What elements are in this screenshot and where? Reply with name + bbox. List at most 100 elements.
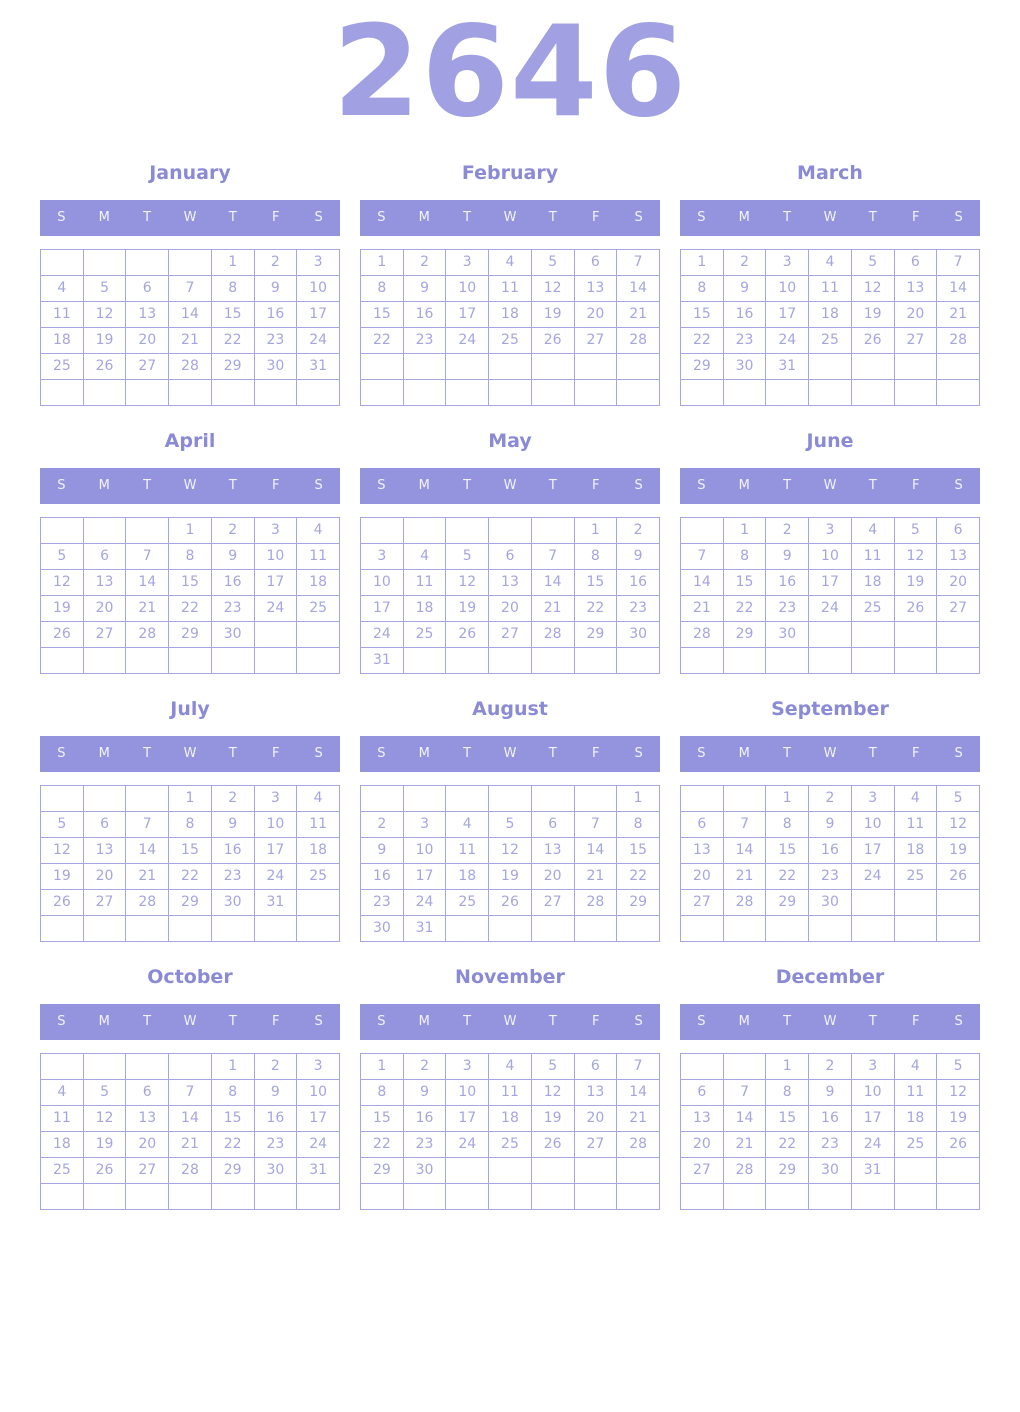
day-cell: 5 (936, 784, 980, 812)
day-cell: 19 (40, 862, 84, 890)
day-cell: 18 (893, 1104, 938, 1132)
day-cell: 10 (445, 1078, 490, 1106)
empty-day-cell (616, 378, 660, 406)
day-cell: 21 (616, 1104, 660, 1132)
day-cell: 15 (360, 300, 404, 328)
empty-day-cell (445, 914, 490, 942)
month-august: August S M T W T F S 1 2 3 4 5 6 7 8 9 10 11 12 13 14 15 16 17 18… (360, 689, 660, 942)
week-row: 24 25 26 27 28 29 30 (360, 620, 660, 648)
day-cell: 6 (488, 542, 532, 570)
week-row: 20 21 22 23 24 25 26 (680, 1130, 980, 1158)
weekday-label: W (503, 210, 517, 226)
month-title: March (797, 161, 863, 184)
day-cell: 22 (573, 594, 618, 622)
day-cell: 3 (850, 784, 895, 812)
weekday-label: W (183, 478, 197, 494)
day-cell: 24 (402, 888, 447, 916)
day-cell: 20 (573, 300, 618, 328)
day-cell: 30 (616, 620, 660, 648)
day-cell: 14 (936, 274, 980, 302)
day-cell: 2 (808, 784, 852, 812)
day-cell: 5 (936, 1052, 980, 1080)
day-cell: 28 (616, 326, 660, 354)
day-cell: 3 (765, 248, 810, 276)
day-cell: 23 (360, 888, 404, 916)
day-cell: 27 (125, 352, 170, 380)
day-cell: 10 (402, 836, 447, 864)
day-cell: 12 (40, 568, 84, 596)
day-cell: 21 (125, 594, 170, 622)
day-cell: 16 (765, 568, 810, 596)
day-cell: 18 (488, 300, 532, 328)
empty-day-cell (445, 784, 490, 812)
day-cell: 19 (445, 594, 490, 622)
week-row: 25 26 27 28 29 30 31 (40, 352, 340, 380)
empty-day-cell (765, 1182, 810, 1210)
weekday-label: T (228, 478, 237, 494)
day-cell: 19 (850, 300, 895, 328)
empty-day-cell (40, 646, 84, 674)
day-cell: 27 (82, 888, 127, 916)
day-cell: 17 (296, 300, 340, 328)
day-cell: 2 (253, 248, 298, 276)
day-cell: 28 (125, 888, 170, 916)
empty-day-cell (445, 352, 490, 380)
day-cell: 13 (573, 1078, 618, 1106)
week-row: 15 16 17 18 19 20 21 (360, 1104, 660, 1132)
empty-day-cell (573, 378, 618, 406)
empty-day-cell (722, 646, 767, 674)
day-cell: 20 (125, 326, 170, 354)
empty-day-cell (402, 1182, 447, 1210)
day-cell: 9 (616, 542, 660, 570)
day-cell: 14 (722, 836, 767, 864)
week-row: 26 27 28 29 30 (40, 620, 340, 648)
weekday-label: M (738, 1014, 750, 1030)
day-cell: 26 (40, 620, 84, 648)
day-cell: 27 (82, 620, 127, 648)
day-cell: 3 (808, 516, 852, 544)
day-cell: 21 (680, 594, 724, 622)
empty-day-cell (893, 1182, 938, 1210)
weekday-label: F (911, 478, 920, 494)
weekday-label: S (697, 746, 706, 762)
day-cell: 11 (850, 542, 895, 570)
empty-day-cell (530, 646, 575, 674)
empty-day-cell (808, 914, 852, 942)
week-row: 11 12 13 14 15 16 17 (40, 1104, 340, 1132)
empty-day-cell (82, 1052, 127, 1080)
day-cell: 17 (402, 862, 447, 890)
month-days-table: 1 2 3 4 5 6 7 8 9 10 11 12 13 14 15 16 17 18 19 20 21 22 23 24 2… (680, 248, 980, 406)
day-cell: 17 (850, 836, 895, 864)
day-cell: 3 (253, 784, 298, 812)
month-title: June (806, 429, 854, 452)
day-cell: 15 (722, 568, 767, 596)
day-cell: 13 (530, 836, 575, 864)
day-cell: 24 (296, 326, 340, 354)
day-cell: 15 (168, 568, 212, 596)
week-row: 28 29 30 (680, 620, 980, 648)
day-cell: 16 (210, 568, 255, 596)
empty-day-cell (82, 248, 127, 276)
day-cell: 12 (936, 810, 980, 838)
day-cell: 10 (850, 810, 895, 838)
empty-day-cell (616, 646, 660, 674)
empty-day-cell (722, 1182, 767, 1210)
empty-day-cell (402, 784, 447, 812)
day-cell: 27 (893, 326, 938, 354)
empty-day-cell (360, 1182, 404, 1210)
day-cell: 16 (402, 1104, 447, 1132)
empty-day-cell (253, 378, 298, 406)
weekday-label: S (377, 210, 386, 226)
day-cell: 27 (573, 326, 618, 354)
empty-day-cell (722, 914, 767, 942)
month-december: December S M T W T F S 1 2 3 4 5 6 7 8 9 10 11 12 13 14 15 16 17… (680, 957, 980, 1210)
day-cell: 11 (40, 1104, 84, 1132)
empty-day-cell (40, 784, 84, 812)
empty-day-cell (573, 784, 618, 812)
empty-day-cell (616, 352, 660, 380)
empty-day-cell (488, 378, 532, 406)
week-row: 22 23 24 25 26 27 28 (680, 326, 980, 354)
